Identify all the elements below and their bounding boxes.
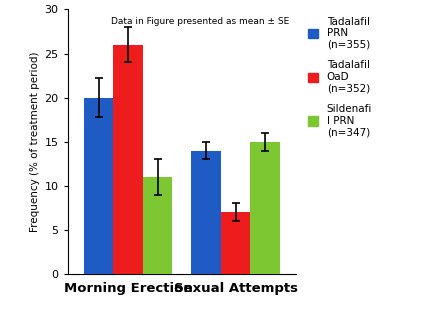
Y-axis label: Frequency (% of treatment period): Frequency (% of treatment period) [30,51,40,232]
Bar [221,212,250,274]
Legend: Tadalafil
PRN
(n=355), Tadalafil
OaD
(n=352), Sildenafi
l PRN
(n=347): Tadalafil PRN (n=355), Tadalafil OaD (n=… [306,15,374,139]
Bar [143,177,173,274]
Bar [250,142,280,274]
Bar [113,45,143,274]
Bar [191,151,221,274]
Bar [84,98,113,274]
Text: Data in Figure presented as mean ± SE: Data in Figure presented as mean ± SE [111,17,289,26]
